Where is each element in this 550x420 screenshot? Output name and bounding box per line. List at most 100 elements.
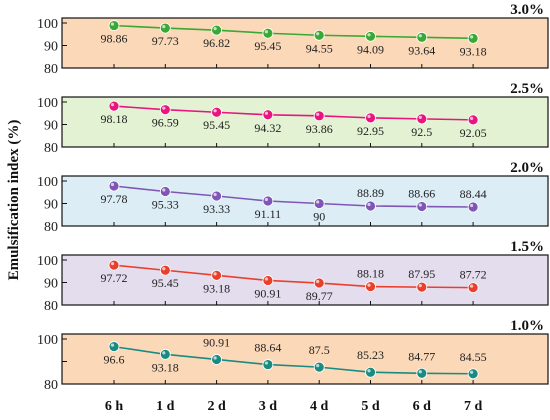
data-point-highlight [367, 283, 371, 287]
panels-group: 100 90 80 3.0% 98.86 97.73 96.82 95.45 94.55 94.0… [37, 2, 549, 393]
data-point [416, 201, 428, 212]
data-point [262, 27, 274, 39]
data-point-highlight [213, 27, 217, 31]
panel-title: 1.5% [510, 239, 544, 255]
data-label: 90 [313, 210, 325, 224]
data-label: 93.18 [152, 360, 179, 374]
panel-background [61, 333, 549, 385]
data-label: 93.33 [203, 202, 230, 216]
x-tick-label: 3 d [259, 399, 278, 414]
data-point [159, 264, 171, 276]
data-point [467, 282, 479, 294]
data-point-highlight [264, 111, 268, 115]
data-point-highlight [162, 106, 166, 110]
data-point-highlight [213, 109, 217, 113]
data-label: 97.72 [101, 271, 128, 285]
data-point [313, 29, 325, 41]
data-point-highlight [110, 262, 115, 266]
data-point [159, 348, 171, 360]
x-tick-label: 4 d [310, 399, 329, 414]
panel-title: 2.0% [510, 160, 544, 176]
data-point-highlight [367, 114, 371, 118]
x-tick-label: 7 d [464, 399, 483, 414]
data-label: 95.45 [254, 39, 281, 53]
data-label: 92.05 [460, 126, 487, 140]
y-tick-label: 100 [37, 17, 58, 32]
data-label: 97.73 [152, 34, 179, 48]
data-point-highlight [162, 267, 166, 271]
series-line [113, 24, 474, 40]
data-label: 95.45 [152, 276, 179, 290]
data-label: 93.18 [203, 281, 230, 295]
data-point-highlight [316, 200, 320, 204]
y-tick-label: 90 [44, 40, 58, 55]
data-point [313, 361, 325, 373]
panel-4: 100 90 80 1.5% 97.72 95.45 93.18 90.91 89.77 88.1… [37, 239, 549, 314]
x-tick-label: 5 d [361, 399, 380, 414]
data-point-highlight [316, 112, 320, 116]
series-line [113, 185, 474, 208]
data-point-highlight [418, 284, 422, 288]
data-label: 93.18 [460, 44, 487, 58]
data-point [108, 259, 120, 271]
x-tick-label: 1 d [156, 399, 175, 414]
data-label: 93.64 [408, 43, 435, 57]
data-point-highlight [213, 192, 217, 197]
data-point [365, 112, 376, 124]
data-point [211, 106, 223, 118]
data-point [211, 269, 223, 281]
x-tick-label: 2 d [207, 399, 226, 414]
data-point [108, 180, 120, 192]
data-label: 88.89 [357, 186, 384, 200]
panel-title: 2.5% [510, 81, 544, 97]
data-label: 94.32 [254, 121, 281, 135]
data-point [313, 198, 325, 209]
data-point [262, 109, 274, 121]
data-point [416, 367, 428, 379]
data-label: 94.09 [357, 42, 384, 56]
data-label: 94.55 [306, 41, 333, 55]
y-tick-label: 90 [44, 119, 58, 134]
panel-background [61, 254, 549, 306]
data-point-highlight [367, 202, 371, 207]
data-label: 87.72 [460, 268, 487, 282]
data-point-highlight [316, 279, 320, 284]
data-point [108, 341, 120, 353]
data-point [159, 22, 171, 34]
x-tick-label: 6 h [105, 399, 124, 414]
panel-1: 100 90 80 3.0% 98.86 97.73 96.82 95.45 94.55 94.0… [37, 2, 549, 77]
y-tick-label: 80 [44, 220, 58, 235]
y-tick-label: 100 [37, 175, 58, 190]
series-line [113, 345, 474, 375]
data-label: 98.86 [101, 32, 128, 46]
panel-background [61, 96, 549, 148]
data-point-highlight [162, 188, 166, 192]
data-point-highlight [213, 272, 217, 276]
panel-background [61, 175, 549, 227]
y-tick-label: 100 [37, 254, 58, 269]
y-tick-label: 100 [37, 333, 58, 348]
data-label: 97.78 [101, 192, 128, 206]
data-label: 96.59 [152, 116, 179, 130]
y-tick-label: 80 [44, 62, 58, 77]
y-tick-label: 90 [44, 198, 58, 213]
data-point-highlight [264, 277, 268, 281]
data-point [211, 190, 223, 202]
data-point [159, 186, 171, 197]
data-label: 92.5 [411, 125, 432, 139]
data-point [365, 200, 376, 212]
data-label: 87.5 [309, 343, 330, 357]
data-point [467, 114, 479, 126]
data-point [416, 113, 428, 125]
data-label: 98.18 [101, 112, 128, 126]
data-point [365, 30, 376, 42]
data-label: 88.66 [408, 187, 435, 201]
data-point-highlight [264, 30, 268, 34]
data-point [262, 195, 274, 207]
data-point-highlight [162, 351, 166, 355]
data-label: 87.95 [408, 267, 435, 281]
data-point-highlight [110, 343, 115, 347]
data-label: 95.45 [203, 118, 230, 132]
data-point-highlight [316, 32, 320, 36]
data-point-highlight [470, 284, 474, 288]
